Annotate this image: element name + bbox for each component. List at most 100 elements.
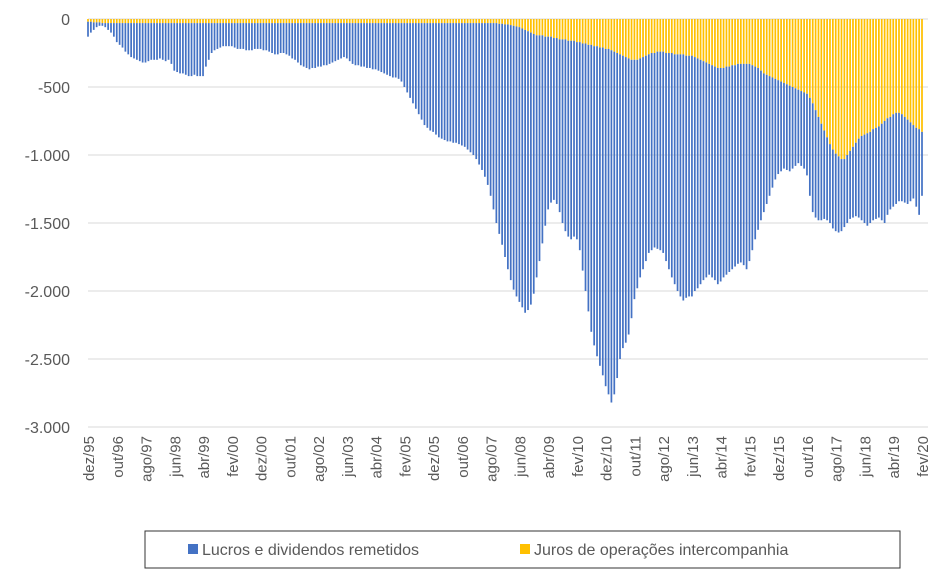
bar-segment (547, 19, 550, 37)
bar-segment (466, 19, 469, 24)
bar-segment (803, 19, 805, 93)
bar-segment (590, 44, 593, 332)
bar-segment (394, 23, 397, 78)
bar-segment (95, 22, 98, 28)
bar-segment (167, 23, 170, 60)
bar-segment (334, 19, 337, 24)
bar-segment (475, 19, 478, 24)
bar-segment (406, 19, 409, 24)
bar-segment (423, 23, 426, 126)
bar-segment (256, 19, 259, 24)
bar-segment (225, 19, 227, 24)
bar-segment (406, 23, 409, 93)
legend-label: Lucros e dividendos remetidos (202, 542, 419, 559)
bar-segment (276, 23, 279, 55)
bar-segment (650, 53, 653, 251)
bar-segment (262, 19, 265, 24)
bar-segment (184, 19, 187, 24)
bar-segment (814, 19, 817, 111)
bar-segment (268, 19, 271, 24)
bar-segment (150, 23, 153, 60)
bar-segment (297, 19, 299, 24)
y-tick-label: -500 (38, 80, 70, 97)
bar-segment (173, 19, 176, 24)
bar-segment (446, 19, 449, 24)
bar-segment (193, 23, 196, 75)
bar-segment (360, 23, 363, 67)
bar-segment (463, 23, 466, 147)
bar-segment (921, 19, 923, 132)
bar-segment (728, 19, 731, 67)
bar-segment (808, 97, 811, 196)
x-tick-label: dez/10 (599, 436, 616, 481)
bar-segment (443, 23, 446, 141)
bar-segment (860, 135, 863, 221)
bar-segment (785, 84, 788, 170)
x-tick-label: ago/12 (656, 436, 673, 482)
bar-segment (886, 118, 889, 215)
bar-segment (754, 66, 757, 240)
bar-segment (593, 19, 596, 47)
bar-segment (213, 23, 216, 51)
bar-segment (532, 33, 535, 294)
bar-segment (624, 57, 627, 343)
bar-segment (725, 66, 728, 275)
bar-segment (840, 159, 843, 232)
bar-segment (921, 131, 923, 196)
bar-segment (282, 19, 285, 24)
bar-segment (616, 19, 619, 53)
bar-segment (176, 23, 179, 73)
bar-segment (768, 76, 771, 196)
bar-segment (98, 22, 101, 26)
bar-segment (363, 19, 365, 24)
bar-segment (481, 19, 483, 24)
bar-segment (245, 19, 248, 24)
bar-segment (443, 19, 446, 24)
bar-segment (291, 23, 294, 59)
bar-segment (866, 133, 869, 226)
bar-segment (610, 50, 613, 403)
bar-segment (857, 19, 860, 139)
labels: 0 -500 -1.000 -1.500 -2.000 -2.500 -3.000 dez/9… (25, 12, 930, 482)
bar-segment (504, 19, 506, 25)
bar-segment (599, 19, 601, 48)
bar-segment (133, 23, 135, 59)
bar-segment (426, 23, 429, 128)
bar-segment (521, 28, 524, 308)
bar-segment (328, 23, 331, 64)
bar-segment (624, 19, 627, 58)
bar-segment (627, 19, 630, 59)
bar-segment (282, 23, 285, 53)
bar-segment (403, 19, 406, 24)
bar-segment (570, 19, 573, 41)
bar-segment (829, 19, 831, 145)
bar-segment (817, 19, 820, 117)
bar-segment (659, 19, 662, 52)
bar-segment (101, 19, 104, 24)
bar-segment (693, 19, 696, 58)
bar-segment (561, 39, 564, 224)
legend-label: Juros de operações intercompanhia (534, 542, 788, 559)
bar-segment (253, 19, 256, 24)
bar-segment (532, 19, 535, 34)
x-tick-label: jun/03 (340, 436, 357, 478)
bar-segment (803, 92, 805, 169)
bar-segment (780, 19, 782, 82)
bar-segment (400, 19, 403, 24)
bar-segment (331, 19, 334, 24)
bar-segment (150, 19, 153, 24)
bar-segment (242, 23, 245, 49)
bar-segment (711, 19, 713, 66)
bar-segment (271, 19, 273, 24)
bar-segment (535, 35, 538, 278)
bar-segment (745, 19, 748, 64)
bar-segment (322, 19, 325, 24)
bar-segment (147, 19, 150, 24)
bar-segment (383, 19, 386, 24)
bar-segment (239, 19, 242, 24)
bar-segment (314, 19, 317, 24)
x-tick-label: abr/04 (369, 436, 386, 479)
bar-segment (895, 112, 897, 204)
bar-segment (685, 55, 688, 298)
bar-segment (541, 35, 544, 244)
